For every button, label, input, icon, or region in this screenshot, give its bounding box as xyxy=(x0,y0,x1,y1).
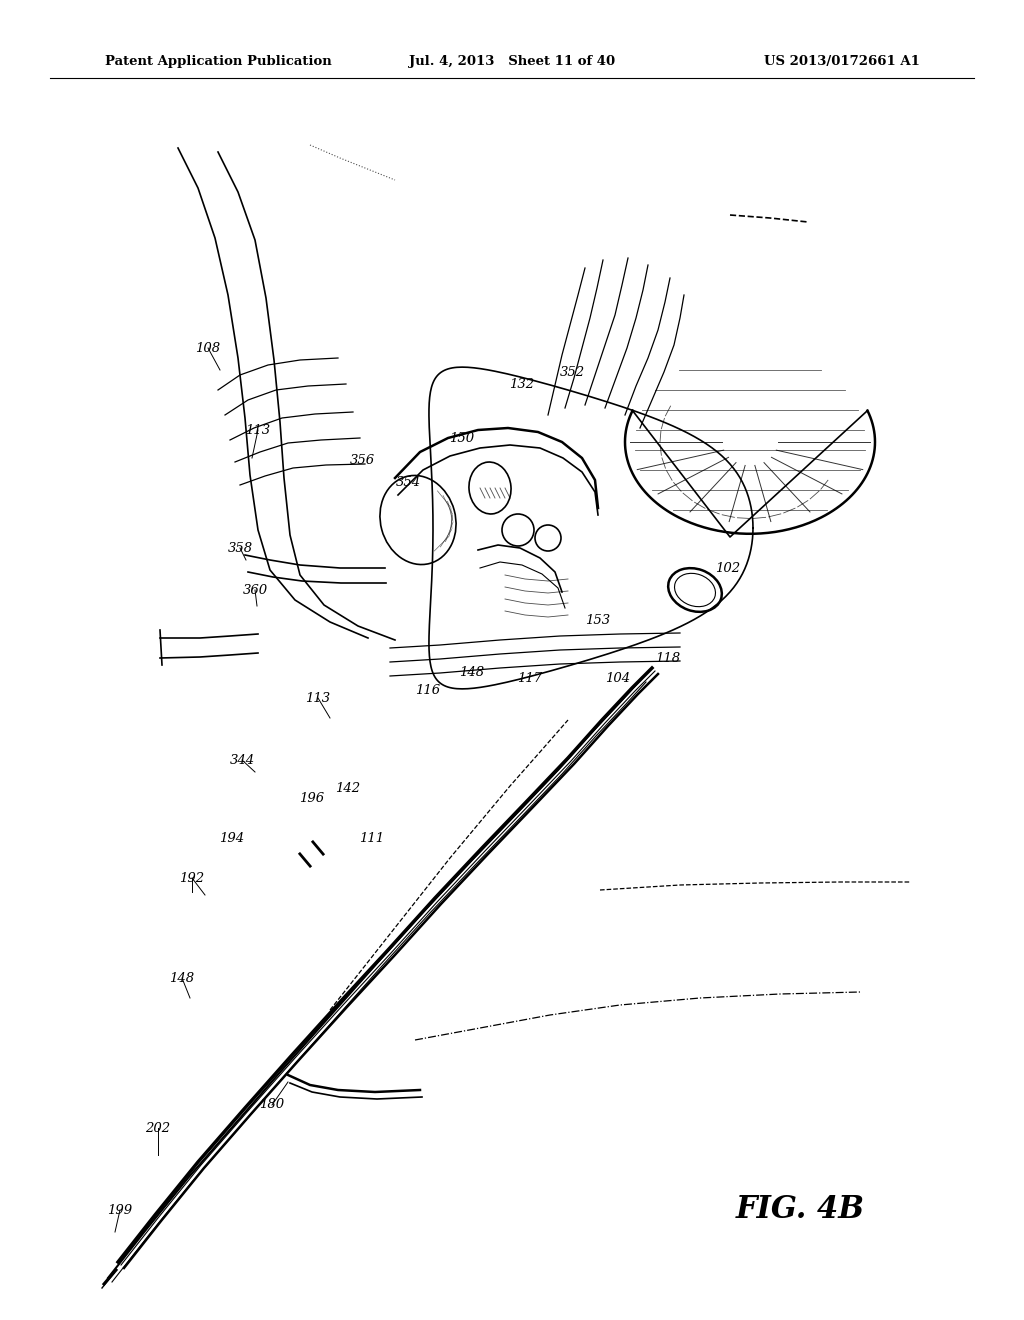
Text: 142: 142 xyxy=(336,781,360,795)
Text: FIG. 4B: FIG. 4B xyxy=(735,1195,864,1225)
Text: 196: 196 xyxy=(299,792,325,804)
Text: 153: 153 xyxy=(586,614,610,627)
Text: 192: 192 xyxy=(179,871,205,884)
Text: 352: 352 xyxy=(559,366,585,379)
Text: 358: 358 xyxy=(227,541,253,554)
Text: 202: 202 xyxy=(145,1122,171,1134)
Text: 148: 148 xyxy=(460,665,484,678)
Text: 356: 356 xyxy=(349,454,375,466)
Text: 180: 180 xyxy=(259,1098,285,1111)
Text: 108: 108 xyxy=(196,342,220,355)
Text: 150: 150 xyxy=(450,432,474,445)
Text: 113: 113 xyxy=(305,692,331,705)
Text: Jul. 4, 2013   Sheet 11 of 40: Jul. 4, 2013 Sheet 11 of 40 xyxy=(409,55,615,69)
Text: 104: 104 xyxy=(605,672,631,685)
Text: 132: 132 xyxy=(509,379,535,392)
Text: US 2013/0172661 A1: US 2013/0172661 A1 xyxy=(764,55,920,69)
Text: 116: 116 xyxy=(416,684,440,697)
Text: 344: 344 xyxy=(229,754,255,767)
Text: 194: 194 xyxy=(219,832,245,845)
Text: 117: 117 xyxy=(517,672,543,685)
Text: 148: 148 xyxy=(169,972,195,985)
Text: Patent Application Publication: Patent Application Publication xyxy=(105,55,332,69)
Text: 354: 354 xyxy=(395,475,421,488)
Text: 360: 360 xyxy=(243,583,267,597)
Text: 118: 118 xyxy=(655,652,681,664)
Text: 111: 111 xyxy=(359,832,385,845)
Text: 102: 102 xyxy=(716,561,740,574)
Text: 199: 199 xyxy=(108,1204,132,1217)
Text: 113: 113 xyxy=(246,424,270,437)
